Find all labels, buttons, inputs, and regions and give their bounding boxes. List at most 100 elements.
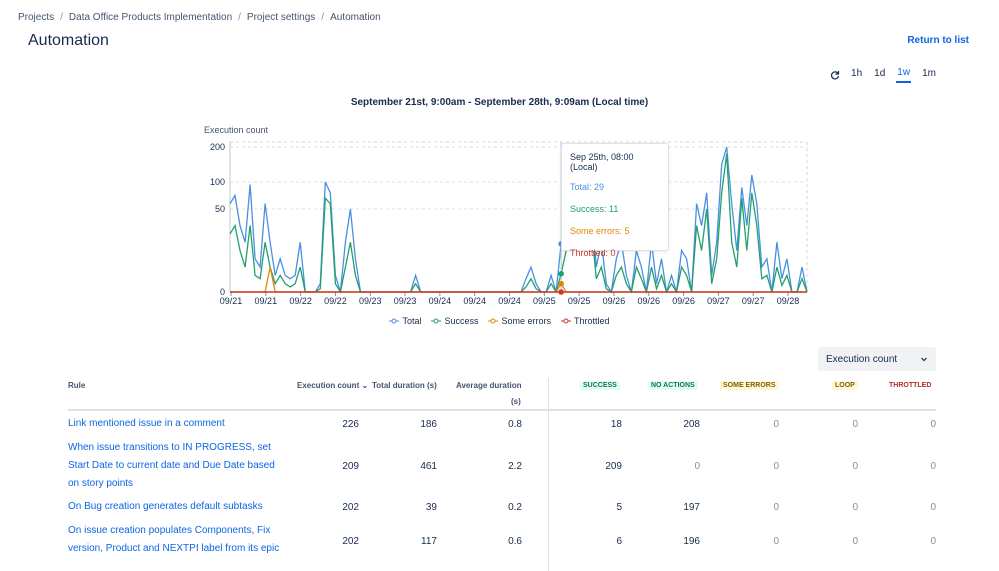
- x-tick-label: 09/26: [672, 296, 695, 306]
- cell-throttled: 0: [930, 502, 936, 513]
- automation-table: Rule Execution count ⌄ Total duration (s…: [68, 378, 936, 571]
- cell-total: 39: [425, 502, 437, 513]
- breadcrumb-automation[interactable]: Automation: [330, 12, 381, 23]
- x-tick-label: 09/24: [498, 296, 521, 306]
- legend-errors-label: Some errors: [501, 316, 551, 326]
- x-tick-label: 09/22: [289, 296, 312, 306]
- header-rule[interactable]: Rule: [68, 381, 86, 390]
- x-tick-label: 09/27: [742, 296, 765, 306]
- x-tick-label: 09/23: [359, 296, 382, 306]
- chevron-down-icon: [921, 357, 927, 362]
- cell-errors: 0: [773, 461, 779, 472]
- cell-throttled: 0: [930, 419, 936, 430]
- cell-no-actions: 196: [683, 536, 700, 547]
- chart-tooltip: Sep 25th, 08:00 (Local) Total: 29 Succes…: [561, 143, 669, 258]
- range-1d[interactable]: 1d: [874, 68, 886, 79]
- tooltip-errors: Some errors: 5: [570, 226, 630, 236]
- execution-chart[interactable]: Execution count 0 50 100 200 09/21 09/21 09/22 0…: [196, 120, 816, 310]
- table-header: Rule Execution count ⌄ Total duration (s…: [68, 378, 936, 411]
- legend-success-label: Success: [444, 316, 479, 326]
- refresh-icon[interactable]: [830, 70, 840, 80]
- header-total-duration[interactable]: Total duration (s): [372, 381, 437, 390]
- page-title: Automation: [28, 32, 109, 49]
- range-1m[interactable]: 1m: [922, 68, 936, 79]
- sort-select[interactable]: Execution count: [818, 347, 936, 371]
- legend-total[interactable]: Total: [389, 316, 421, 326]
- legend-throttled-icon: [561, 318, 571, 324]
- series-line-some-errors: [230, 266, 807, 293]
- cell-avg: 0.2: [508, 502, 522, 513]
- breadcrumb-separator: /: [60, 12, 63, 23]
- cell-errors: 0: [773, 502, 779, 513]
- chart-title: September 21st, 9:00am - September 28th,…: [350, 97, 649, 108]
- table-row: When issue transitions to IN PROGRESS, s…: [68, 435, 936, 494]
- legend-errors[interactable]: Some errors: [488, 316, 551, 326]
- cell-loop: 0: [852, 536, 858, 547]
- cell-avg: 0.6: [508, 536, 522, 547]
- rule-link[interactable]: On Bug creation generates default subtas…: [68, 501, 263, 512]
- cell-exec: 202: [342, 502, 359, 513]
- x-tick-label: 09/24: [463, 296, 486, 306]
- return-to-list-link[interactable]: Return to list: [907, 35, 969, 46]
- x-tick-label: 09/21: [220, 296, 243, 306]
- x-tick-label: 09/26: [603, 296, 626, 306]
- y-tick-label: 50: [215, 204, 225, 214]
- x-tick-label: 09/22: [324, 296, 347, 306]
- breadcrumb: Projects / Data Office Products Implemen…: [18, 12, 381, 23]
- table-row: On issue creation populates Components, …: [68, 518, 936, 562]
- breadcrumb-separator: /: [238, 12, 241, 23]
- x-tick-label: 09/28: [777, 296, 800, 306]
- header-exec-count[interactable]: Execution count ⌄: [297, 381, 368, 390]
- y-tick-label: 200: [210, 142, 225, 152]
- tooltip-total: Total: 29: [570, 182, 605, 192]
- breadcrumb-project[interactable]: Data Office Products Implementation: [68, 12, 233, 23]
- hover-point-throttled: [558, 289, 564, 295]
- legend-success-icon: [431, 318, 442, 324]
- tooltip-header: Sep 25th, 08:00 (Local): [570, 152, 634, 172]
- x-tick-label: 09/27: [707, 296, 730, 306]
- table-row: Link mentioned issue in a comment 226 18…: [68, 411, 936, 435]
- series-line-total: [229, 146, 808, 294]
- cell-total: 186: [420, 419, 437, 430]
- range-1h[interactable]: 1h: [851, 68, 863, 79]
- cell-errors: 0: [773, 419, 779, 430]
- y-tick-label: 100: [210, 177, 225, 187]
- cell-total: 117: [421, 536, 437, 547]
- time-range-selector: 1h 1d 1w 1m: [830, 66, 937, 83]
- sort-desc-icon: ⌄: [361, 381, 369, 390]
- cell-no-actions: 208: [683, 419, 700, 430]
- legend-total-label: Total: [402, 316, 422, 326]
- tooltip-success: Success: 11: [570, 204, 619, 214]
- header-avg-duration[interactable]: Average duration: [456, 381, 522, 390]
- breadcrumb-project-settings[interactable]: Project settings: [246, 12, 316, 23]
- y-axis-label: Execution count: [204, 125, 269, 135]
- legend-success[interactable]: Success: [431, 316, 478, 326]
- cell-exec: 202: [342, 536, 359, 547]
- cell-success: 209: [605, 461, 622, 472]
- header-throttled[interactable]: THROTTLED: [886, 381, 935, 390]
- rule-link[interactable]: When issue transitions to IN PROGRESS, s…: [68, 442, 275, 489]
- cell-avg: 2.2: [508, 461, 522, 472]
- range-1w[interactable]: 1w: [896, 66, 912, 83]
- cell-exec: 209: [342, 461, 359, 472]
- cell-exec: 226: [342, 419, 359, 430]
- cell-avg: 0.8: [508, 419, 522, 430]
- legend-throttled[interactable]: Throttled: [561, 316, 610, 326]
- chart-legend: Total Success Some errors Throttled: [0, 316, 999, 326]
- header-no-actions[interactable]: NO ACTIONS: [648, 381, 698, 390]
- x-tick-label: 09/25: [533, 296, 556, 306]
- rule-link[interactable]: On issue creation populates Components, …: [68, 525, 280, 554]
- cell-success: 6: [616, 536, 622, 547]
- legend-total-icon: [389, 318, 400, 324]
- x-tick-label: 09/24: [429, 296, 452, 306]
- breadcrumb-projects[interactable]: Projects: [18, 12, 55, 23]
- tooltip-throttled: Throttled: 0: [570, 248, 616, 258]
- cell-success: 18: [610, 419, 622, 430]
- cell-no-actions: 197: [683, 502, 700, 513]
- rule-link[interactable]: Link mentioned issue in a comment: [68, 418, 225, 429]
- table-row: On Bug creation generates default subtas…: [68, 494, 936, 518]
- x-tick-label: 09/21: [255, 296, 278, 306]
- header-some-errors[interactable]: SOME ERRORS: [720, 381, 779, 390]
- header-success[interactable]: SUCCESS: [580, 381, 620, 390]
- header-loop[interactable]: LOOP: [832, 381, 858, 390]
